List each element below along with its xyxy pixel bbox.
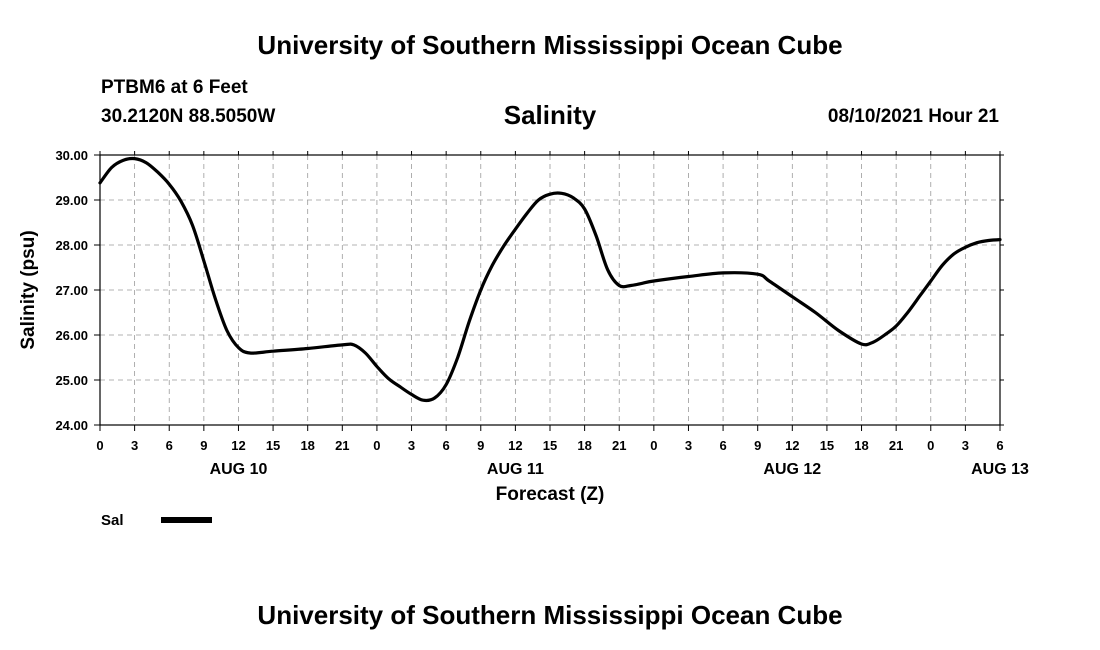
x-axis: 0 3 6 9 12 15 18 21 0 3 6 9 12 15 18 21 0 3 6 9 12 15 18 21 0 3 6 <box>96 151 1004 453</box>
y-tick-label: 27.00 <box>55 283 88 298</box>
x-tick-label: 0 <box>927 438 934 453</box>
chart-title: Salinity <box>503 100 597 130</box>
day-label: AUG 13 <box>971 461 1029 478</box>
day-labels: AUG 10 AUG 11 AUG 12 AUG 13 <box>210 461 1029 478</box>
x-tick-label: 6 <box>719 438 726 453</box>
y-tick-label: 25.00 <box>55 373 88 388</box>
x-tick-label: 9 <box>200 438 207 453</box>
salinity-chart: 24.00 25.00 26.00 27.00 28.00 29.00 30.00 0 3 6 9… <box>18 148 1029 529</box>
x-axis-label: Forecast (Z) <box>496 484 605 505</box>
page-title: University of Southern Mississippi Ocean… <box>257 30 843 60</box>
footer-title: University of Southern Mississippi Ocean… <box>257 600 843 630</box>
salinity-series-line <box>98 156 1002 403</box>
x-tick-label: 12 <box>231 438 245 453</box>
station-coordinates: 30.2120N 88.5050W <box>101 106 276 127</box>
x-tick-label: 15 <box>820 438 834 453</box>
legend-label: Sal <box>101 512 124 529</box>
y-tick-label: 24.00 <box>55 418 88 433</box>
x-tick-label: 18 <box>300 438 314 453</box>
day-label: AUG 11 <box>487 461 544 478</box>
x-tick-label: 18 <box>854 438 868 453</box>
chart-grid <box>100 155 1000 425</box>
x-tick-label: 15 <box>543 438 557 453</box>
day-label: AUG 12 <box>763 461 821 478</box>
x-tick-label: 12 <box>508 438 522 453</box>
x-tick-label: 21 <box>889 438 903 453</box>
x-tick-label: 0 <box>650 438 657 453</box>
x-tick-label: 21 <box>335 438 349 453</box>
x-tick-label: 3 <box>131 438 138 453</box>
x-tick-label: 15 <box>266 438 280 453</box>
x-tick-label: 12 <box>785 438 799 453</box>
x-tick-label: 9 <box>754 438 761 453</box>
x-tick-label: 0 <box>373 438 380 453</box>
y-tick-label: 29.00 <box>55 193 88 208</box>
station-label: PTBM6 at 6 Feet <box>101 77 248 98</box>
y-axis-label: Salinity (psu) <box>18 230 39 349</box>
x-tick-label: 3 <box>962 438 969 453</box>
forecast-datetime: 08/10/2021 Hour 21 <box>827 106 999 127</box>
x-tick-label: 0 <box>96 438 103 453</box>
x-tick-label: 18 <box>577 438 591 453</box>
x-tick-label: 6 <box>996 438 1003 453</box>
day-label: AUG 10 <box>210 461 268 478</box>
x-tick-label: 9 <box>477 438 484 453</box>
x-tick-label: 6 <box>443 438 450 453</box>
y-axis: 24.00 25.00 26.00 27.00 28.00 29.00 30.00 <box>55 148 1004 433</box>
y-tick-label: 30.00 <box>55 148 88 163</box>
x-tick-label: 3 <box>408 438 415 453</box>
x-tick-label: 3 <box>685 438 692 453</box>
x-tick-label: 6 <box>166 438 173 453</box>
y-tick-label: 28.00 <box>55 238 88 253</box>
x-tick-label: 21 <box>612 438 626 453</box>
y-tick-label: 26.00 <box>55 328 88 343</box>
